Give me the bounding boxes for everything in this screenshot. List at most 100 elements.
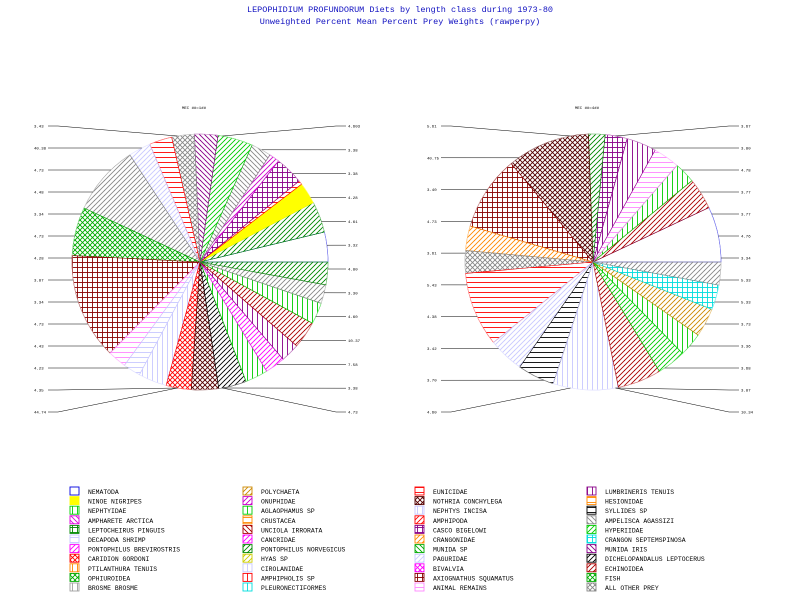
pie-value-label: 40.75 — [427, 157, 440, 161]
legend-swatch — [69, 553, 80, 563]
legend-label: AMPELISCA AGASSIZI — [605, 518, 674, 525]
leader-line — [615, 387, 739, 391]
pie-value-label: 3.38 — [348, 173, 358, 177]
legend-item-axiognathus-squamatus: AXIOGNATHUS SQUAMATUS — [414, 572, 514, 582]
legend-swatch — [69, 524, 80, 534]
legend-item-paguridae: PAGURIDAE — [414, 553, 468, 563]
legend-label: HYAS SP — [261, 556, 288, 563]
pie-value-label: 3.40 — [427, 189, 437, 193]
legend-swatch — [69, 515, 80, 525]
legend-label: CARIDION GORDONI — [88, 556, 150, 563]
pie-value-label: 4.28 — [34, 258, 44, 262]
pie-chart-2: MEC ##=4## 5.61 40.75 3.40 4.73 3.61 5.43 4.38 3… — [427, 107, 754, 416]
legend-swatch — [414, 486, 425, 496]
legend-label: BROSME BROSME — [88, 585, 138, 592]
legend-label: LUMBRINERIS TENUIS — [605, 489, 674, 496]
pie-value-label: 4.60 — [348, 316, 358, 320]
leader-line — [48, 387, 178, 413]
legend-item-bivalvia: BIVALVIA — [414, 563, 464, 573]
pie-value-label: 3.68 — [741, 368, 751, 372]
legend-label: HESIONIDAE — [605, 499, 644, 506]
pie-value-label: 3.77 — [741, 192, 751, 196]
chart-title: LEPOPHIDIUM PROFUNDORUM Diets by length … — [247, 5, 553, 15]
legend-item-crustacea: CRUSTACEA — [242, 515, 296, 525]
legend-swatch — [242, 515, 253, 525]
pie-value-label: 4.35 — [34, 390, 44, 394]
pie-value-label: 3.30 — [348, 292, 358, 296]
legend-item-aglaophamus-sp: AGLAOPHAMUS SP — [242, 505, 315, 515]
pie-value-label: 10.37 — [348, 340, 361, 344]
pie-value-label: 4.60 — [427, 412, 437, 416]
pie-value-label: 3.67 — [741, 126, 751, 130]
leader-line — [48, 387, 178, 391]
legend-item-eunicidae: EUNICIDAE — [414, 486, 468, 496]
legend-swatch — [414, 515, 425, 525]
legend-swatch — [242, 553, 253, 563]
pie-header-label: MEC ##=4## — [575, 107, 600, 111]
legend-item-all-other-prey: ALL OTHER PREY — [586, 582, 659, 592]
legend: NEMATODA NINOE NIGRIPES NEPHTYIDAE AMPHARET… — [69, 486, 705, 592]
pie-value-label: 3.87 — [34, 280, 44, 284]
legend-label: EUNICIDAE — [433, 489, 468, 496]
legend-swatch — [586, 544, 597, 554]
pie-value-label: 4.76 — [741, 236, 751, 240]
legend-item-caridion-gordoni: CARIDION GORDONI — [69, 553, 150, 563]
legend-item-hyperiidae: HYPERIIDAE — [586, 524, 644, 534]
pie-value-label: 40.38 — [34, 148, 47, 152]
pie-chart-1: MEC ##=1## 3.43 40.38 4.73 4.48 3.34 4.73 4.28 3… — [34, 107, 361, 416]
legend-item-munida-iris: MUNIDA IRIS — [586, 544, 647, 554]
pie-value-label: 7.58 — [348, 364, 358, 368]
legend-label: ALL OTHER PREY — [605, 585, 659, 592]
legend-label: BIVALVIA — [433, 566, 464, 573]
legend-swatch — [69, 486, 80, 496]
legend-swatch — [414, 496, 425, 506]
legend-item-fish: FISH — [586, 572, 621, 582]
legend-item-crangon-septemspinosa: CRANGON SEPTEMSPINOSA — [586, 534, 686, 544]
legend-item-decapoda-shrimp: DECAPODA SHRIMP — [69, 534, 146, 544]
leader-line — [615, 125, 739, 137]
legend-item-munida-sp: MUNIDA SP — [414, 544, 468, 554]
legend-swatch — [586, 486, 597, 496]
legend-label: HYPERIIDAE — [605, 527, 644, 534]
legend-swatch — [414, 582, 425, 592]
legend-label: AXIOGNATHUS SQUAMATUS — [433, 575, 514, 582]
legend-label: PAGURIDAE — [433, 556, 468, 563]
legend-item-leptocheirus-pinguis: LEPTOCHEIRUS PINGUIS — [69, 524, 165, 534]
legend-item-ophiuroidea: OPHIUROIDEA — [69, 572, 130, 582]
legend-label: MUNIDA IRIS — [605, 547, 647, 554]
pie-value-label: 3.32 — [348, 245, 358, 249]
legend-label: AMPHIPODA — [433, 518, 468, 525]
pie-value-label: 3.77 — [741, 214, 751, 218]
legend-item-cancridae: CANCRIDAE — [242, 534, 296, 544]
legend-label: CRANGONIDAE — [433, 537, 475, 544]
pie-value-label: 5.43 — [427, 284, 437, 288]
legend-label: CRANGON SEPTEMSPINOSA — [605, 537, 686, 544]
legend-label: ECHINOIDEA — [605, 566, 644, 573]
pie-value-label: 4.73 — [34, 170, 44, 174]
pie-value-label: 5.33 — [741, 280, 751, 284]
legend-item-pleuronectiformes: PLEURONECTIFORMES — [242, 582, 326, 592]
legend-swatch — [69, 544, 80, 554]
legend-swatch — [242, 486, 253, 496]
legend-item-nematoda: NEMATODA — [69, 486, 119, 496]
legend-swatch — [586, 553, 597, 563]
legend-item-casco-bigelowi: CASCO BIGELOWI — [414, 524, 487, 534]
chart-subtitle: Unweighted Percent Mean Percent Prey Wei… — [260, 17, 541, 27]
legend-label: PONTOPHILUS NORVEGICUS — [261, 547, 346, 554]
leader-line — [222, 387, 346, 413]
pie-value-label: 3.80 — [741, 148, 751, 152]
legend-swatch — [586, 524, 597, 534]
legend-label: AMPHIPHOLIS SP — [261, 575, 315, 582]
pie-value-label: 44.74 — [34, 412, 47, 416]
pie-value-label: 3.61 — [427, 253, 437, 257]
legend-label: ANIMAL REMAINS — [433, 585, 487, 592]
legend-swatch — [414, 524, 425, 534]
legend-swatch — [414, 563, 425, 573]
pie-value-label: 5.33 — [741, 302, 751, 306]
legend-swatch — [586, 572, 597, 582]
legend-item-unciola-irrorata: UNCIOLA IRRORATA — [242, 524, 323, 534]
legend-label: AGLAOPHAMUS SP — [261, 508, 315, 515]
legend-label: PTILANTHURA TENUIS — [88, 566, 157, 573]
legend-label: FISH — [605, 575, 621, 582]
legend-item-ptilanthura-tenuis: PTILANTHURA TENUIS — [69, 563, 157, 573]
